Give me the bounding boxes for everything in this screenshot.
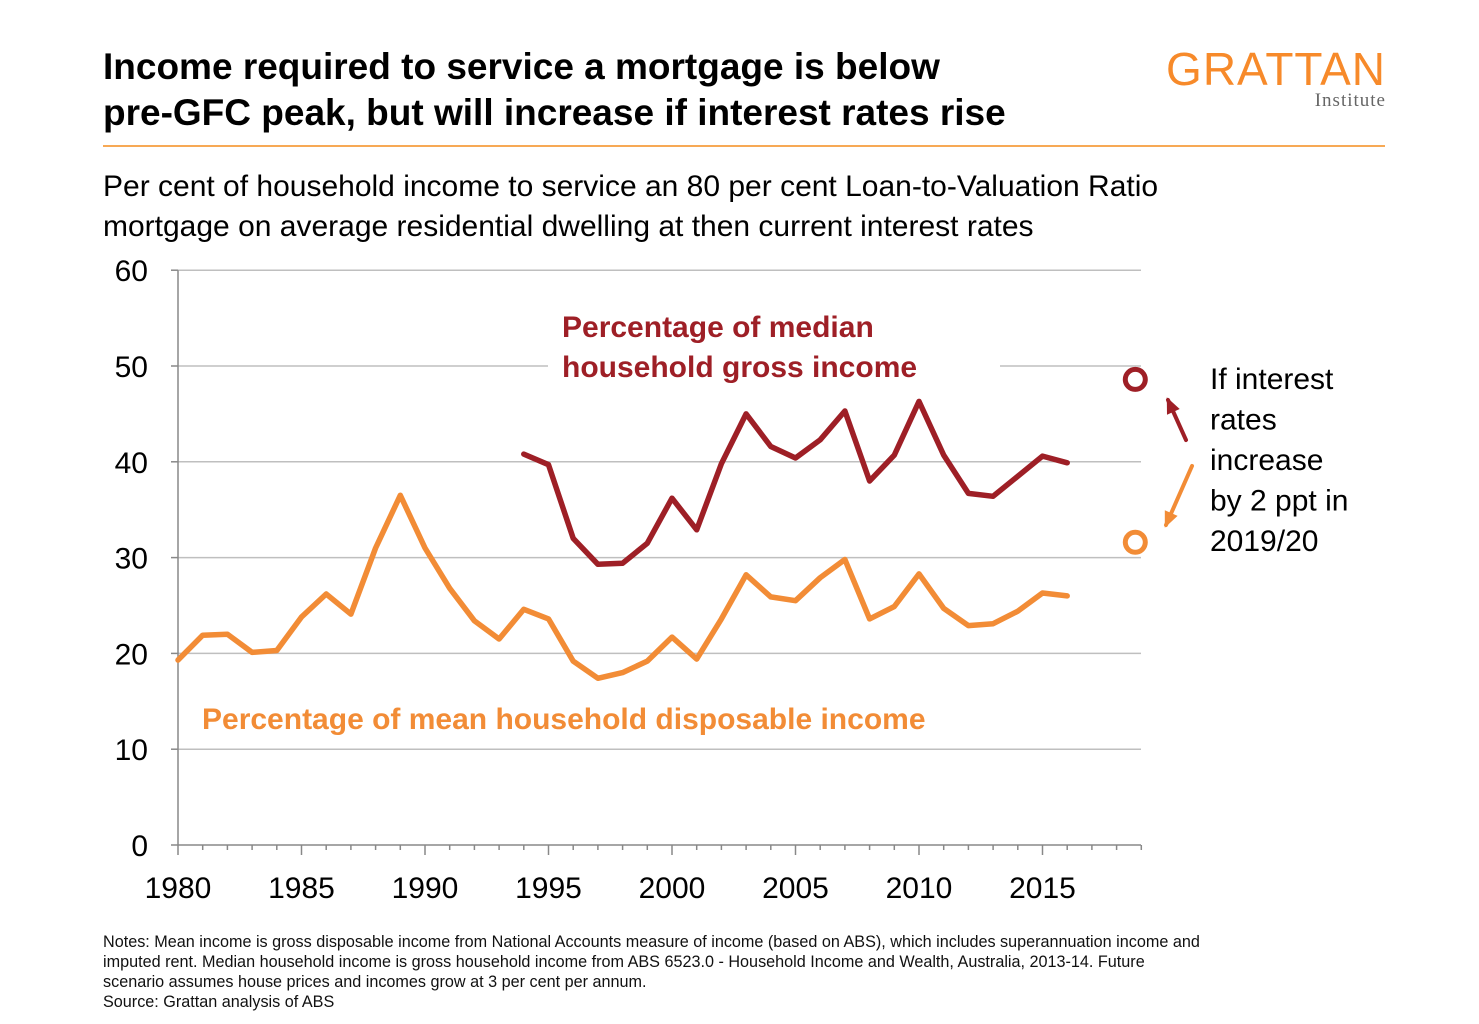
scenario-arrow-down-head <box>1164 510 1178 528</box>
series-label-median-bg <box>548 303 1000 385</box>
series-label-mean-bg <box>190 697 1040 741</box>
source-line: Source: Grattan analysis of ABS <box>103 993 335 1011</box>
series-line-mean-disposable-income <box>175 492 1070 682</box>
scenario-annotation-line: If interest <box>1210 363 1334 396</box>
title-divider <box>103 145 1385 147</box>
x-tick-label: 1985 <box>268 872 335 905</box>
notes-line-2: imputed rent. Median household income is… <box>103 953 1145 971</box>
x-tick-label: 2005 <box>762 872 829 905</box>
chart-title: Income required to service a mortgage is… <box>103 44 1163 136</box>
y-tick-label: 20 <box>115 638 148 671</box>
notes-line-3: scenario assumes house prices and income… <box>103 973 647 991</box>
series-label-mean-line: Percentage of mean household disposable … <box>202 703 926 736</box>
chart-subtitle: Per cent of household income to service … <box>103 167 1353 247</box>
chart-notes: Notes: Mean income is gross disposable i… <box>103 932 1423 1012</box>
y-tick-label: 10 <box>115 734 148 767</box>
y-tick-label: 60 <box>115 255 148 288</box>
grattan-logo: GRATTAN Institute <box>1150 44 1390 114</box>
x-tick-label: 1995 <box>515 872 582 905</box>
x-tick-label: 2015 <box>1009 872 1076 905</box>
x-tick-label: 1980 <box>145 872 212 905</box>
scenario-marker-mean <box>1122 529 1148 555</box>
scenario-annotation-line: increase <box>1210 444 1323 477</box>
series-label-median-line: household gross income <box>562 351 917 384</box>
scenario-marker-median <box>1122 366 1148 392</box>
scenario-annotation-line: 2019/20 <box>1210 525 1318 558</box>
chart-title-line-1: Income required to service a mortgage is… <box>103 46 940 87</box>
scenario-arrow-up-head <box>1166 397 1180 415</box>
y-tick-label: 30 <box>115 543 148 576</box>
logo-subtitle: Institute <box>1314 90 1386 111</box>
notes-line-1: Notes: Mean income is gross disposable i… <box>103 933 1200 951</box>
chart-subtitle-line-1: Per cent of household income to service … <box>103 170 1159 203</box>
y-tick-label: 40 <box>115 447 148 480</box>
chart-subtitle-line-2: mortgage on average residential dwelling… <box>103 210 1034 243</box>
chart-title-line-2: pre-GFC peak, but will increase if inter… <box>103 92 1006 133</box>
x-tick-label: 2010 <box>886 872 953 905</box>
y-tick-label: 0 <box>131 830 148 863</box>
scenario-annotation-line: by 2 ppt in <box>1210 485 1348 518</box>
x-tick-label: 1990 <box>392 872 459 905</box>
y-tick-label: 50 <box>115 351 148 384</box>
scenario-annotation-line: rates <box>1210 404 1277 437</box>
logo-wordmark: GRATTAN <box>1166 43 1386 95</box>
series-line-median-gross-income <box>521 398 1070 568</box>
series-label-median-line: Percentage of median <box>562 311 874 344</box>
x-tick-label: 2000 <box>639 872 706 905</box>
